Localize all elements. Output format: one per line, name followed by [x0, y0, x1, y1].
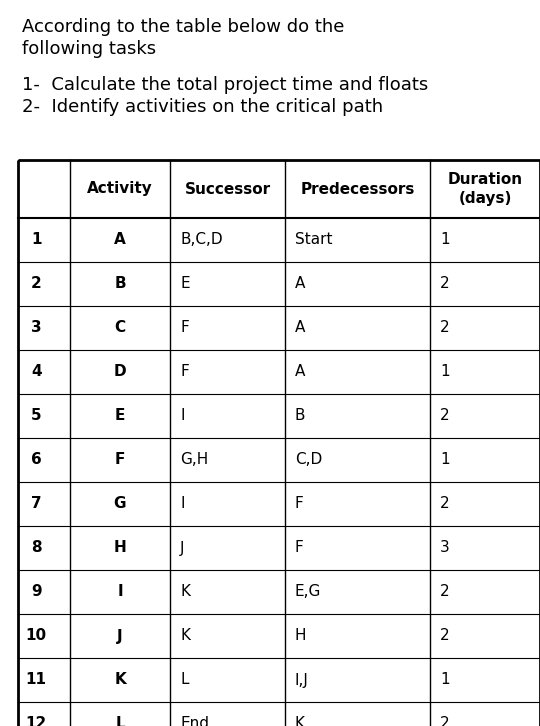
Text: 7: 7 — [31, 497, 42, 512]
Text: A: A — [295, 277, 306, 292]
Text: A: A — [295, 320, 306, 335]
Text: 6: 6 — [31, 452, 42, 468]
Text: following tasks: following tasks — [22, 40, 156, 58]
Text: 2: 2 — [31, 277, 42, 292]
Text: 1: 1 — [440, 452, 450, 468]
Text: 2: 2 — [440, 629, 450, 643]
Text: F: F — [180, 320, 189, 335]
Text: L: L — [115, 717, 125, 726]
Text: A: A — [114, 232, 126, 248]
Text: G,H: G,H — [180, 452, 208, 468]
Text: 1: 1 — [440, 232, 450, 248]
Text: I: I — [117, 584, 123, 600]
Text: Activity: Activity — [87, 182, 153, 197]
Text: H: H — [113, 540, 126, 555]
Text: E,G: E,G — [295, 584, 321, 600]
Text: F: F — [295, 497, 303, 512]
Text: C,D: C,D — [295, 452, 322, 468]
Text: 2: 2 — [440, 277, 450, 292]
Text: 1: 1 — [31, 232, 42, 248]
Text: 3: 3 — [440, 540, 450, 555]
Text: 2: 2 — [440, 320, 450, 335]
Text: F: F — [180, 364, 189, 380]
Text: I: I — [180, 409, 185, 423]
Text: End: End — [180, 717, 209, 726]
Text: J: J — [117, 629, 123, 643]
Text: E: E — [180, 277, 190, 292]
Text: Predecessors: Predecessors — [300, 182, 415, 197]
Text: 2: 2 — [440, 584, 450, 600]
Text: 4: 4 — [31, 364, 42, 380]
Text: Start: Start — [295, 232, 333, 248]
Text: 2-  Identify activities on the critical path: 2- Identify activities on the critical p… — [22, 98, 383, 116]
Text: Successor: Successor — [185, 182, 271, 197]
Text: B: B — [295, 409, 306, 423]
Text: 11: 11 — [26, 672, 46, 688]
Text: 9: 9 — [31, 584, 42, 600]
Text: E: E — [115, 409, 125, 423]
Text: A: A — [295, 364, 306, 380]
Text: 8: 8 — [31, 540, 42, 555]
Text: K: K — [114, 672, 126, 688]
Text: 3: 3 — [31, 320, 42, 335]
Text: According to the table below do the: According to the table below do the — [22, 18, 345, 36]
Text: B: B — [114, 277, 126, 292]
Text: G: G — [114, 497, 126, 512]
Text: F: F — [115, 452, 125, 468]
Text: K: K — [180, 584, 190, 600]
Text: 12: 12 — [25, 717, 47, 726]
Text: I: I — [180, 497, 185, 512]
Text: J: J — [180, 540, 185, 555]
Text: C: C — [114, 320, 126, 335]
Text: L: L — [180, 672, 188, 688]
Text: F: F — [295, 540, 303, 555]
Text: 1: 1 — [440, 364, 450, 380]
Text: I,J: I,J — [295, 672, 309, 688]
Text: D: D — [114, 364, 126, 380]
Text: H: H — [295, 629, 307, 643]
Text: 2: 2 — [440, 497, 450, 512]
Bar — [18, 160, 540, 726]
Text: Duration
(days): Duration (days) — [448, 172, 523, 205]
Text: 2: 2 — [440, 717, 450, 726]
Text: K: K — [180, 629, 190, 643]
Text: K: K — [295, 717, 305, 726]
Text: 1: 1 — [440, 672, 450, 688]
Text: B,C,D: B,C,D — [180, 232, 222, 248]
Text: 2: 2 — [440, 409, 450, 423]
Text: 5: 5 — [31, 409, 42, 423]
Text: 10: 10 — [25, 629, 47, 643]
Text: 1-  Calculate the total project time and floats: 1- Calculate the total project time and … — [22, 76, 428, 94]
